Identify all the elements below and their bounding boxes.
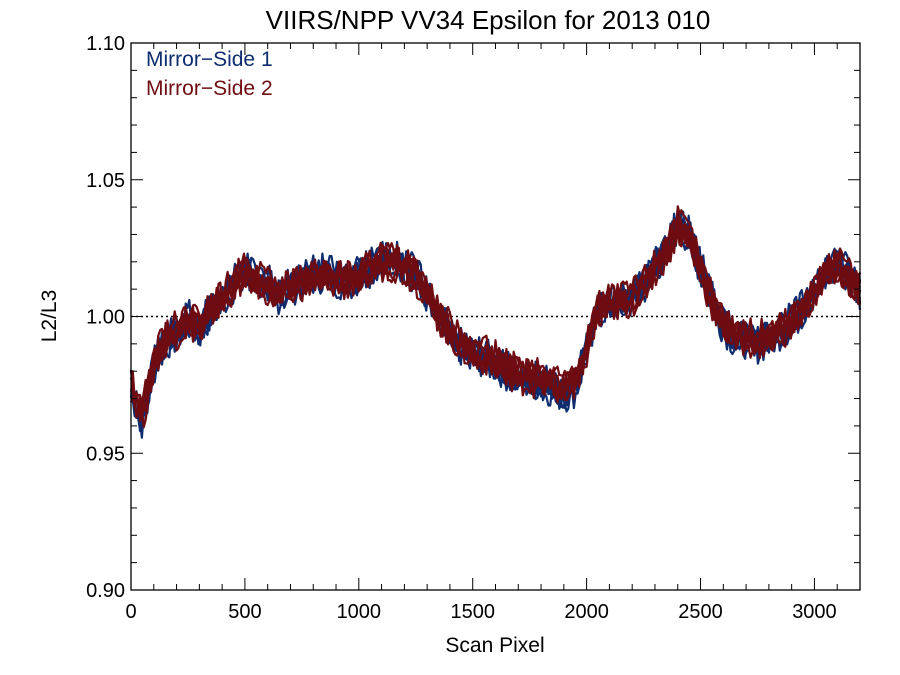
plot-area	[129, 205, 862, 439]
y-tick-label: 1.10	[86, 33, 125, 55]
y-axis-title: L2/L3	[38, 290, 61, 343]
x-tick-label: 500	[228, 601, 261, 623]
plot-frame	[130, 42, 861, 591]
series-1-line	[129, 210, 862, 414]
x-tick-label: 1500	[450, 601, 495, 623]
x-tick-label: 1000	[337, 601, 382, 623]
y-tick-label: 1.00	[86, 307, 125, 329]
legend-mirror-side-1: Mirror−Side 1	[146, 48, 273, 71]
axes	[130, 42, 861, 591]
x-axis-title: Scan Pixel	[445, 634, 544, 657]
x-tick-label: 2500	[678, 601, 723, 623]
y-tick-label: 1.05	[86, 170, 125, 192]
series-2-group	[129, 205, 862, 429]
chart-title: VIIRS/NPP VV34 Epsilon for 2013 010	[266, 5, 711, 35]
y-tick-label: 0.95	[86, 443, 125, 465]
series-2-line	[130, 214, 862, 411]
legend-mirror-side-2: Mirror−Side 2	[146, 77, 273, 100]
y-tick-label: 0.90	[86, 580, 125, 602]
series-2-line	[129, 205, 862, 419]
x-tick-label: 0	[125, 601, 136, 623]
tick-labels: 0 500 1000 1500 2000 2500 3000 0.90 0.95 1.00 1.05…	[86, 33, 837, 623]
x-tick-label: 2000	[564, 601, 609, 623]
x-tick-label: 3000	[792, 601, 837, 623]
